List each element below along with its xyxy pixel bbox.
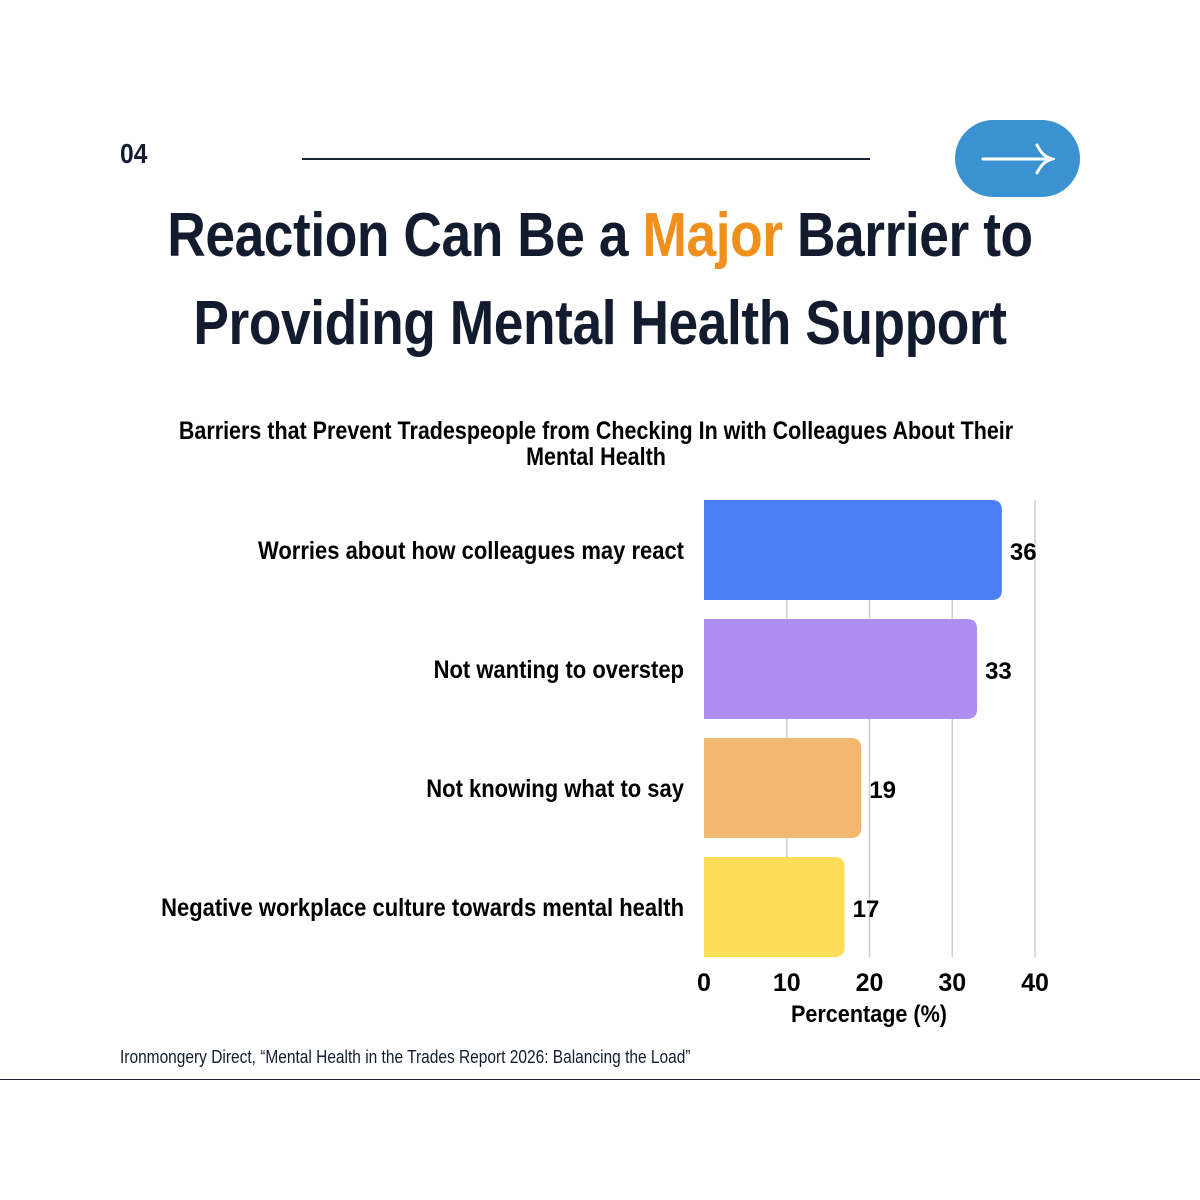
tick-layer: 0 10 20 30 40 [697, 969, 1049, 997]
data-label: 33 [985, 658, 1012, 685]
bar [704, 738, 862, 838]
label-layer: Worries about how colleagues may react 36… [161, 537, 1037, 923]
x-tick-label: 20 [856, 969, 884, 997]
title-accent-word: Major [642, 201, 783, 270]
bar [704, 500, 1002, 600]
chart-title-line-2: Mental Health [526, 443, 666, 471]
x-tick-label: 30 [938, 969, 966, 997]
category-label: Worries about how colleagues may react [258, 537, 684, 565]
slide-number: 04 [120, 138, 148, 169]
source-citation: Ironmongery Direct, “Mental Health in th… [120, 1047, 691, 1067]
category-label: Negative workplace culture towards menta… [161, 894, 684, 922]
category-label: Not wanting to overstep [434, 656, 684, 684]
bar-layer [704, 500, 1002, 957]
x-tick-label: 10 [773, 969, 801, 997]
bar [704, 857, 845, 957]
footer-divider [0, 1079, 1200, 1080]
page-title: Reaction Can Be a Major Barrier to Provi… [84, 192, 1116, 368]
chart-title-line-1: Barriers that Prevent Tradespeople from … [178, 417, 1014, 445]
x-tick-label: 0 [697, 969, 711, 997]
x-tick-label: 40 [1021, 969, 1049, 997]
data-label: 17 [853, 896, 880, 923]
data-label: 36 [1010, 539, 1037, 566]
next-button[interactable] [955, 120, 1080, 197]
arrow-right-icon [981, 142, 1055, 176]
data-label: 19 [869, 777, 896, 804]
x-axis-title: Percentage (%) [791, 1000, 947, 1027]
chart-title: Barriers that Prevent Tradespeople from … [83, 418, 1108, 470]
bar-chart: Worries about how colleagues may react 36… [161, 500, 1049, 1027]
title-line-2: Providing Mental Health Support [193, 289, 1007, 358]
category-label: Not knowing what to say [426, 775, 684, 803]
title-line-1: Reaction Can Be a Major Barrier to [167, 201, 1033, 270]
header-divider [302, 158, 870, 160]
bar [704, 619, 978, 719]
